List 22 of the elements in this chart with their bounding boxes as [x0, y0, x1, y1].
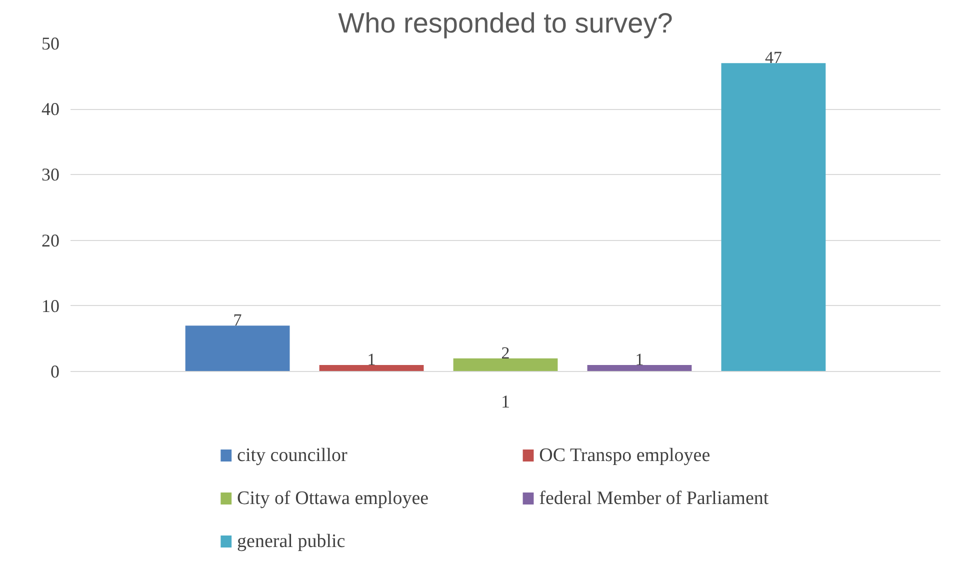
y-tick-label: 50 [42, 34, 60, 54]
legend-label: federal Member of Parliament [539, 488, 770, 509]
bar [587, 364, 692, 372]
legend-label: OC Transpo employee [539, 445, 710, 466]
data-label: 2 [501, 343, 510, 362]
bar [319, 364, 424, 372]
y-tick-label: 30 [42, 164, 60, 185]
data-label: 1 [367, 350, 376, 369]
data-label: 7 [233, 310, 242, 330]
legend-label: City of Ottawa employee [237, 488, 429, 509]
y-tick-label: 20 [42, 230, 60, 250]
y-tick-label: 10 [42, 296, 60, 316]
bar [185, 326, 290, 372]
y-tick-label: 0 [50, 362, 60, 382]
y-tick-label: 40 [42, 99, 60, 120]
data-label: 1 [635, 350, 644, 369]
chart-title: Who responded to survey? [338, 8, 673, 38]
legend-label: city councillor [237, 445, 348, 466]
legend-label: general public [237, 531, 346, 552]
bar [453, 358, 558, 372]
data-label: 47 [764, 48, 782, 68]
bar [721, 63, 826, 372]
